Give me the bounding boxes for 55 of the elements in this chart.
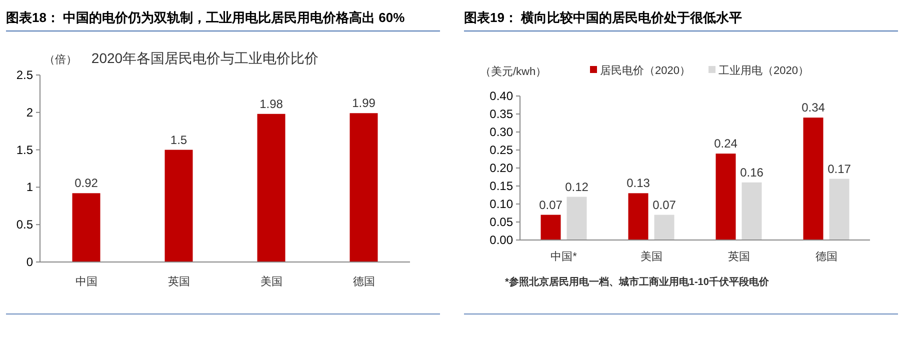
data-label: 0.16: [740, 165, 764, 180]
chart-title: 图表19： 横向比较中国的居民电价处于很低水平: [464, 10, 742, 25]
bar: [72, 193, 100, 262]
x-tick-label: 中国*: [550, 250, 578, 263]
data-label: 0.13: [626, 176, 650, 190]
y-tick-label: 0.05: [490, 215, 514, 229]
data-label: 1.5: [170, 132, 188, 147]
data-label: 0.07: [652, 198, 676, 212]
data-label: 0.34: [802, 100, 826, 115]
y-tick-label: 0.15: [490, 179, 514, 193]
bar: [350, 113, 378, 262]
bar: [803, 118, 824, 240]
bar: [829, 178, 850, 240]
x-tick-label: 德国: [352, 276, 375, 288]
x-tick-label: 德国: [815, 251, 838, 263]
y-axis-title: （倍）: [44, 53, 77, 66]
data-label: 0.24: [714, 136, 738, 151]
bar: [654, 214, 674, 240]
y-tick-label: 0.00: [490, 233, 514, 247]
bar: [540, 214, 561, 240]
y-tick-label: 1: [26, 180, 34, 194]
chart-title: 图表18： 中国的电价仍为双轨制，工业用电比居民用电价格高出 60%: [6, 10, 406, 25]
y-axis-title: （美元/kwh）: [480, 65, 547, 78]
y-tick-label: 0: [26, 255, 34, 269]
x-tick-label: 中国: [75, 275, 98, 288]
y-tick-label: 1.5: [16, 142, 34, 157]
data-label: 0.17: [828, 162, 852, 176]
y-tick-label: 0.40: [490, 89, 514, 103]
chart-subtitle: 2020年各国居民电价与工业电价比价: [91, 50, 319, 66]
x-tick-label: 美国: [260, 275, 282, 288]
bar: [164, 150, 193, 262]
data-label: 0.92: [74, 176, 98, 190]
legend-label: 工业用电（2020）: [718, 64, 809, 77]
data-label: 0.12: [565, 180, 589, 194]
x-tick-label: 英国: [168, 275, 190, 288]
data-label: 1.99: [352, 96, 376, 110]
y-tick-label: 0.35: [490, 107, 514, 121]
text: *参照北京居民用电一档、城市工商业用电1-10千伏平段电价: [505, 276, 770, 288]
y-tick-label: 2.5: [16, 68, 34, 82]
bar: [566, 196, 587, 240]
x-tick-label: 英国: [728, 250, 750, 263]
data-label: 0.07: [539, 198, 563, 212]
y-tick-label: 0.10: [490, 197, 514, 211]
bar: [742, 182, 762, 240]
x-tick-label: 美国: [640, 250, 662, 263]
y-tick-label: 0.5: [16, 218, 34, 232]
y-tick-label: 0.30: [490, 125, 514, 139]
legend-label: 居民电价（2020）: [600, 64, 690, 77]
bar: [628, 193, 648, 240]
data-label: 1.98: [260, 96, 284, 111]
y-tick-label: 2: [26, 105, 34, 120]
y-tick-label: 0.25: [490, 143, 514, 157]
bar: [257, 114, 286, 262]
bar: [716, 154, 736, 240]
y-tick-label: 0.20: [490, 161, 514, 175]
